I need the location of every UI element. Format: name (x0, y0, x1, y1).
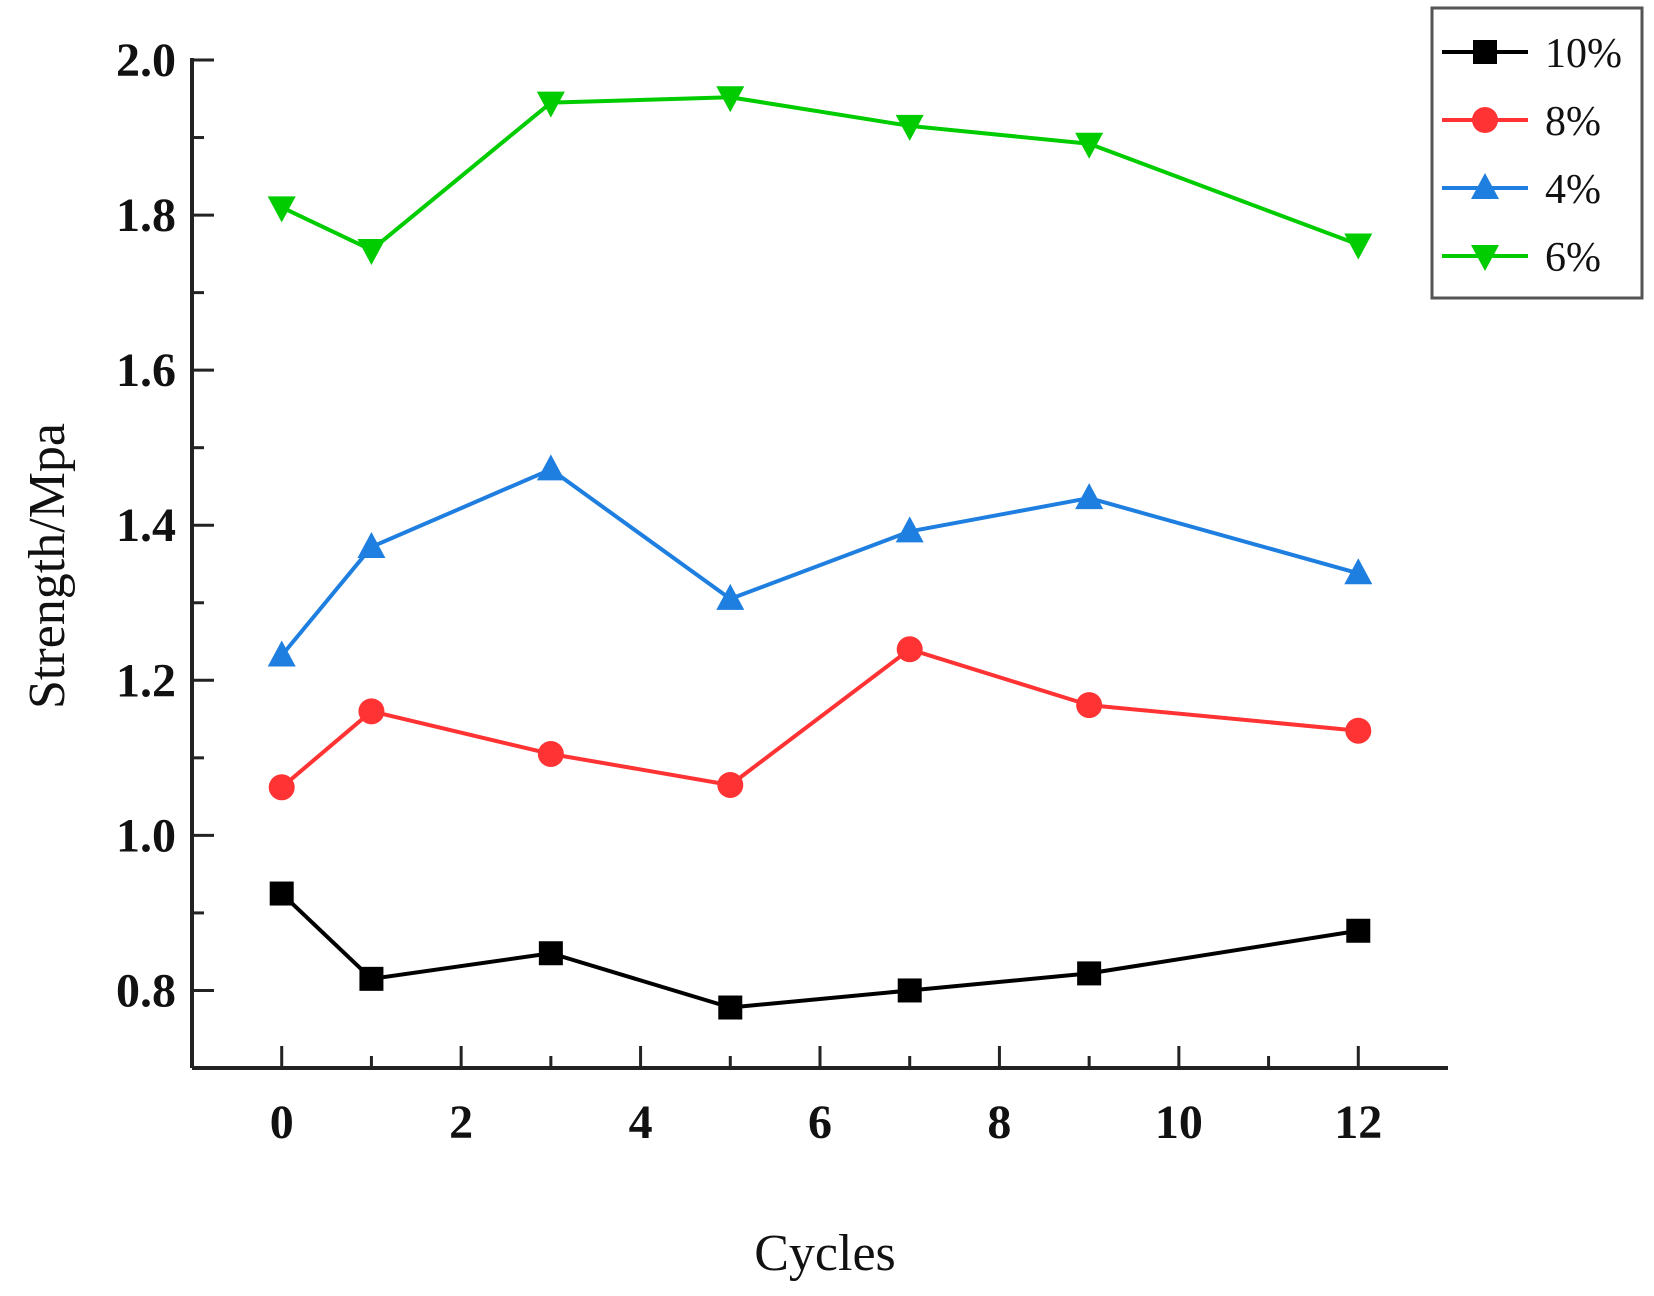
data-point (536, 454, 565, 481)
legend-label: 4% (1545, 167, 1601, 213)
data-point (268, 774, 295, 801)
series-layer (267, 86, 1373, 1020)
legend-marker (1472, 107, 1498, 133)
data-point (717, 771, 744, 798)
x-axis-title: Cycles (754, 1225, 896, 1282)
legend-item: 6% (1442, 235, 1601, 281)
series-6-pct (267, 86, 1373, 265)
data-point (1344, 558, 1373, 585)
data-point (267, 640, 296, 667)
y-tick-label: 0.8 (116, 964, 176, 1017)
data-point (269, 881, 294, 906)
legend-label: 10% (1545, 31, 1622, 77)
legend-item: 10% (1442, 31, 1622, 77)
x-tick-label: 8 (987, 1096, 1011, 1149)
y-tick-label: 1.4 (116, 499, 176, 552)
data-point (716, 583, 745, 610)
y-ticks: 0.8 1.0 1.2 1.4 1.6 1.8 2.0 (116, 34, 214, 1017)
legend-item: 8% (1442, 99, 1601, 145)
series-line (280, 647, 1359, 789)
series-8-pct (268, 636, 1372, 801)
data-point (1076, 692, 1103, 719)
data-point (897, 978, 922, 1003)
data-point (1075, 132, 1104, 159)
data-point (1346, 918, 1371, 943)
data-point (1344, 233, 1373, 260)
y-axis-title: Strength/Mpa (19, 423, 76, 709)
y-tick-label: 1.8 (116, 189, 176, 242)
data-point (716, 86, 745, 113)
data-point (1077, 961, 1102, 986)
y-tick-label: 1.6 (116, 344, 176, 397)
series-10-pct (269, 881, 1371, 1020)
legend-marker (1473, 40, 1497, 64)
data-point (358, 698, 385, 725)
y-tick-label: 1.2 (116, 654, 176, 707)
data-point (895, 516, 924, 543)
legend: 10% 8% 4% 6% (1430, 6, 1644, 300)
series-4-pct (267, 454, 1373, 667)
data-point (537, 740, 564, 767)
x-tick-label: 12 (1334, 1096, 1382, 1149)
data-point (357, 238, 386, 265)
data-point (538, 941, 563, 966)
y-tick-label: 2.0 (116, 34, 176, 87)
legend-marker (1471, 173, 1499, 199)
x-tick-label: 2 (449, 1096, 473, 1149)
data-point (267, 196, 296, 223)
legend-box (1430, 6, 1644, 300)
data-point (896, 636, 923, 663)
data-point (1075, 483, 1104, 510)
x-ticks: 0 2 4 6 8 10 12 (190, 1046, 1382, 1149)
legend-label: 8% (1545, 99, 1601, 145)
data-point (1345, 717, 1372, 744)
legend-marker (1471, 245, 1499, 271)
data-point (359, 966, 384, 991)
x-tick-label: 0 (270, 1096, 294, 1149)
series-line (280, 95, 1359, 252)
x-tick-label: 4 (629, 1096, 653, 1149)
data-point (895, 114, 924, 141)
data-point (536, 91, 565, 118)
data-point (718, 995, 743, 1020)
x-tick-label: 6 (808, 1096, 832, 1149)
data-point (357, 531, 386, 558)
series-line (280, 892, 1359, 1010)
x-tick-label: 10 (1155, 1096, 1203, 1149)
legend-label: 6% (1545, 235, 1601, 281)
series-line (280, 467, 1359, 657)
y-tick-label: 1.0 (116, 809, 176, 862)
legend-item: 4% (1442, 167, 1601, 213)
